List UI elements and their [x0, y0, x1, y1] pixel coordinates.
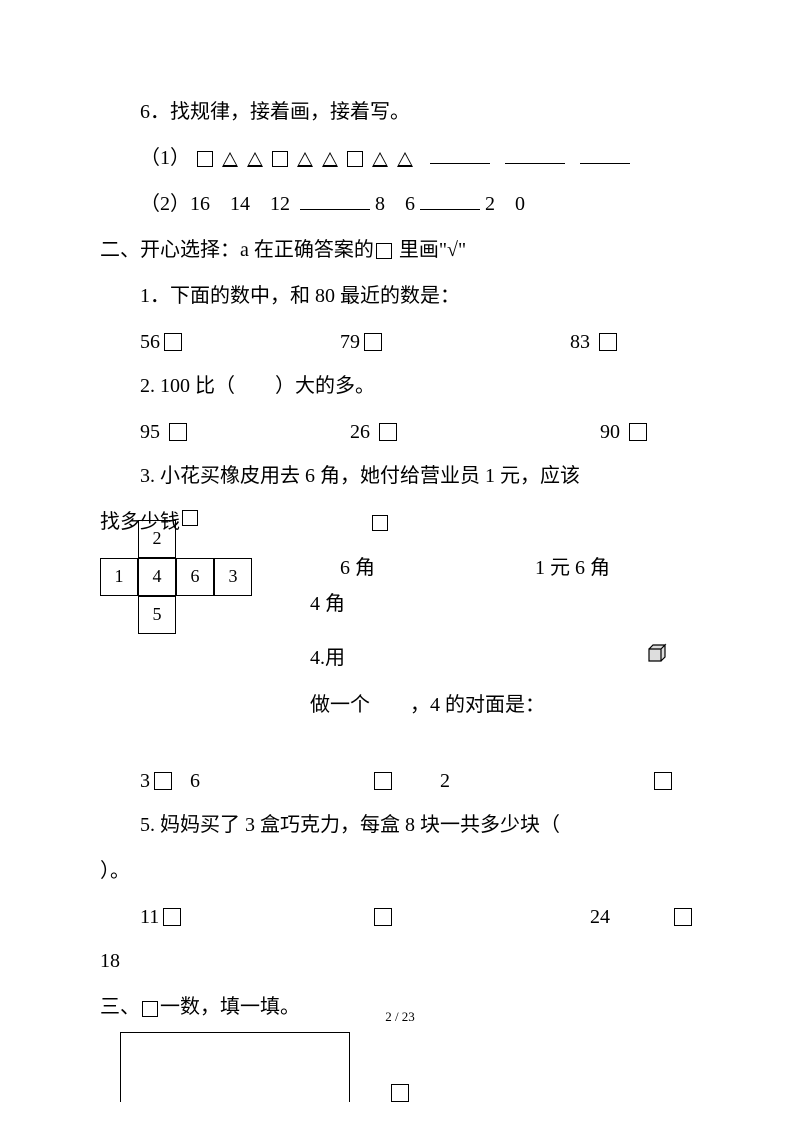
- bottom-box-icon: [391, 1084, 409, 1102]
- q4-options: 3 6 2: [100, 759, 700, 803]
- square-icon: [197, 151, 213, 167]
- q2-text: 2. 100 比（ ）大的多。: [100, 364, 700, 408]
- net-cell-3: 3: [214, 558, 252, 596]
- q2-options: 95 26 90: [100, 410, 700, 454]
- checkbox-icon: [154, 772, 172, 790]
- page-number: 2 / 23: [0, 1003, 800, 1032]
- opt-label: 79: [340, 320, 360, 364]
- q3-opt-a[interactable]: 6 角: [340, 546, 530, 590]
- opt-label: 6: [190, 759, 200, 803]
- q3-opt-b[interactable]: 1 元 6 角: [535, 557, 610, 579]
- q1-opt-a[interactable]: 56: [140, 320, 340, 364]
- q2-opt-b[interactable]: 26: [350, 410, 600, 454]
- net-cell-4: 4: [138, 558, 176, 596]
- q2-opt-c[interactable]: 90: [600, 410, 647, 454]
- fill-blank[interactable]: [505, 144, 565, 164]
- checkbox-icon: [379, 423, 397, 441]
- cube-net: 2 1 4 6 3 5: [100, 520, 252, 634]
- q4-block: 4 角 4.用 做一个 ，4 的对面是：: [310, 582, 700, 727]
- checkbox-icon: [374, 908, 392, 926]
- q4-opt-a[interactable]: 3: [140, 759, 190, 803]
- q4-line2: 做一个 ，4 的对面是：: [310, 683, 700, 727]
- checkbox-icon: [654, 772, 672, 790]
- triangle-icon: [247, 152, 263, 167]
- q5-opt-a[interactable]: 11: [140, 895, 370, 939]
- opt-label: 11: [140, 895, 159, 939]
- triangle-icon: [222, 152, 238, 167]
- q6-title: 6．找规律，接着画，接着写。: [100, 90, 700, 134]
- q4-text-a: 4.用: [310, 647, 345, 669]
- square-icon: [347, 151, 363, 167]
- q4-end-box[interactable]: [650, 759, 672, 803]
- fill-blank[interactable]: [430, 144, 490, 164]
- q1-opt-c[interactable]: 83: [570, 320, 617, 364]
- q2-opt-a[interactable]: 95: [140, 410, 350, 454]
- q5-line1: 5. 妈妈买了 3 盒巧克力，每盒 8 块一共多少块（: [100, 803, 700, 847]
- q4-line1: 4.用: [310, 636, 700, 681]
- square-icon: [376, 243, 392, 259]
- triangle-icon: [372, 152, 388, 167]
- q1-options: 56 79 83: [100, 320, 700, 364]
- opt-label: 26: [350, 410, 370, 454]
- opt-label: 90: [600, 410, 620, 454]
- q3-line1: 3. 小花买橡皮用去 6 角，她付给营业员 1 元，应该: [100, 454, 700, 498]
- q6-p1-prefix: （1）: [140, 147, 190, 169]
- q1-text: 1．下面的数中，和 80 最近的数是：: [100, 274, 700, 318]
- triangle-icon: [397, 152, 413, 167]
- section2-title: 二、开心选择：a 在正确答案的 里画"√": [100, 228, 700, 272]
- net-cell-5: 5: [138, 596, 176, 634]
- checkbox-icon: [629, 423, 647, 441]
- checkbox-icon[interactable]: [372, 515, 388, 531]
- opt-label: 56: [140, 320, 160, 364]
- q5-line2: ）。: [100, 849, 700, 893]
- q6-p2: （2）16 14 12 8 6 2 0: [100, 182, 700, 226]
- opt-label: 95: [140, 410, 160, 454]
- checkbox-icon: [163, 908, 181, 926]
- triangle-icon: [297, 152, 313, 167]
- checkbox-icon: [674, 908, 692, 926]
- fill-blank[interactable]: [580, 144, 630, 164]
- fill-blank[interactable]: [420, 190, 480, 210]
- checkbox-icon: [169, 423, 187, 441]
- q4-opt-b-pre[interactable]: 6: [190, 759, 370, 803]
- large-rect: [120, 1032, 350, 1102]
- q5-options: 11 24: [100, 895, 700, 939]
- sec2-suffix: 里画"√": [399, 239, 466, 261]
- opt-label: 3: [140, 759, 150, 803]
- checkbox-icon: [599, 333, 617, 351]
- seq2a: 16 14 12: [190, 193, 290, 215]
- checkbox-icon: [364, 333, 382, 351]
- net-cell-2: 2: [138, 520, 176, 558]
- sec2-text: 二、开心选择：a 在正确答案的: [100, 239, 374, 261]
- net-cell-6: 6: [176, 558, 214, 596]
- opt-label: 2: [440, 759, 450, 803]
- checkbox-icon: [164, 333, 182, 351]
- q6-p2-prefix: （2）: [140, 193, 190, 215]
- seq2b: 8 6: [375, 193, 415, 215]
- q1-opt-b[interactable]: 79: [340, 320, 570, 364]
- fill-blank[interactable]: [300, 190, 370, 210]
- q4-opt-c[interactable]: 2: [440, 759, 650, 803]
- square-icon: [272, 151, 288, 167]
- cube-icon: [645, 637, 669, 681]
- q6-p1: （1）: [100, 136, 700, 180]
- q5-opt-c[interactable]: 18: [100, 939, 700, 983]
- checkbox-icon: [374, 772, 392, 790]
- opt-label: 83: [570, 320, 590, 364]
- net-cell-1: 1: [100, 558, 138, 596]
- q4-mid-box[interactable]: [370, 759, 440, 803]
- q5-end-box[interactable]: [670, 895, 692, 939]
- seq2c: 2 0: [485, 193, 525, 215]
- q5-opt-b[interactable]: 24: [590, 895, 670, 939]
- opt-label: 24: [590, 895, 610, 939]
- triangle-icon: [322, 152, 338, 167]
- q5-mid-box[interactable]: [370, 895, 590, 939]
